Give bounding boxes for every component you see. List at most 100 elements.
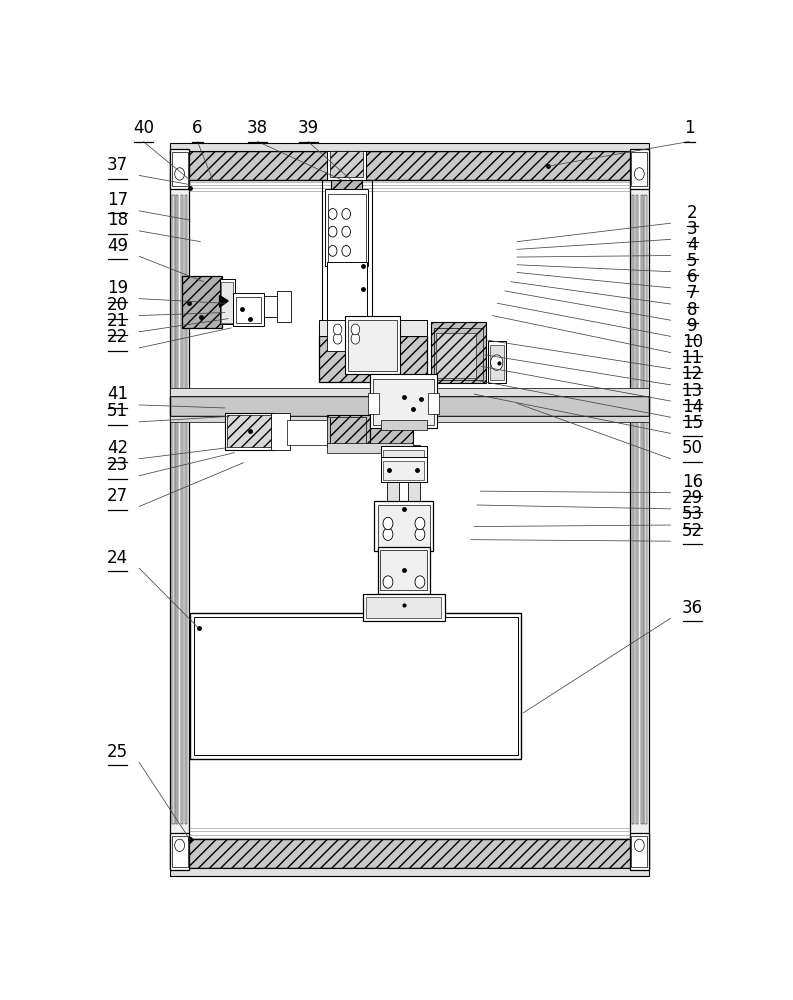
Bar xyxy=(233,299,279,308)
Text: 2: 2 xyxy=(687,204,698,222)
Bar xyxy=(428,393,439,414)
Circle shape xyxy=(415,517,425,530)
Bar xyxy=(170,149,190,189)
Bar xyxy=(330,151,363,177)
Text: 1: 1 xyxy=(684,119,695,137)
Bar xyxy=(170,388,649,396)
Circle shape xyxy=(634,839,644,852)
Bar xyxy=(630,180,649,839)
Text: 52: 52 xyxy=(682,522,703,540)
Bar xyxy=(319,320,427,336)
Bar xyxy=(408,445,420,505)
Bar xyxy=(636,195,638,824)
Text: 36: 36 xyxy=(682,599,703,617)
Text: 4: 4 xyxy=(687,236,697,254)
Bar xyxy=(381,420,427,430)
Bar xyxy=(370,374,437,428)
Bar xyxy=(227,415,273,447)
Bar xyxy=(348,320,397,371)
Text: 7: 7 xyxy=(687,284,697,302)
Bar xyxy=(319,336,427,382)
Text: 17: 17 xyxy=(107,191,128,209)
Bar xyxy=(488,341,506,383)
Text: 6: 6 xyxy=(687,268,697,286)
Bar xyxy=(185,195,187,824)
Bar xyxy=(641,195,643,824)
Bar xyxy=(327,320,367,351)
Bar xyxy=(193,617,519,755)
Polygon shape xyxy=(220,296,228,307)
Circle shape xyxy=(415,528,425,540)
Circle shape xyxy=(333,324,342,335)
Text: 5: 5 xyxy=(687,252,697,270)
Bar xyxy=(434,328,483,380)
Circle shape xyxy=(383,528,393,540)
Circle shape xyxy=(491,355,503,370)
Text: 16: 16 xyxy=(682,473,703,491)
Bar xyxy=(171,152,188,186)
Bar xyxy=(182,276,222,328)
Circle shape xyxy=(342,226,351,237)
Bar xyxy=(383,461,424,480)
Bar xyxy=(370,415,412,447)
Bar xyxy=(236,297,262,323)
Text: 20: 20 xyxy=(107,296,128,314)
Bar xyxy=(345,316,400,374)
Text: 9: 9 xyxy=(687,317,697,335)
Circle shape xyxy=(333,333,342,344)
Bar xyxy=(327,415,370,447)
Text: 23: 23 xyxy=(107,456,128,474)
Bar xyxy=(233,308,279,317)
Bar xyxy=(170,143,649,151)
Bar xyxy=(328,194,366,263)
Circle shape xyxy=(634,168,644,180)
Text: 6: 6 xyxy=(192,119,203,137)
Circle shape xyxy=(174,839,185,852)
Bar xyxy=(172,195,174,824)
Text: 11: 11 xyxy=(681,349,703,367)
Circle shape xyxy=(328,246,337,256)
Bar xyxy=(170,151,649,180)
Bar xyxy=(327,262,367,351)
Circle shape xyxy=(342,209,351,219)
Text: 14: 14 xyxy=(682,398,703,416)
Bar xyxy=(374,501,433,551)
Text: 38: 38 xyxy=(247,119,268,137)
Bar xyxy=(632,195,634,824)
Text: 8: 8 xyxy=(687,301,697,319)
Text: 19: 19 xyxy=(107,279,128,297)
Circle shape xyxy=(351,324,360,335)
Bar xyxy=(233,293,264,326)
Circle shape xyxy=(328,226,337,237)
Bar xyxy=(490,345,504,380)
Bar xyxy=(327,417,330,446)
Bar xyxy=(170,396,649,416)
Text: 40: 40 xyxy=(133,119,154,137)
Bar xyxy=(271,413,289,450)
Bar xyxy=(330,417,366,445)
Bar xyxy=(436,333,476,378)
Bar xyxy=(377,505,430,547)
Bar xyxy=(278,291,291,322)
Text: 51: 51 xyxy=(107,402,128,420)
Bar xyxy=(327,151,366,180)
Bar xyxy=(327,443,412,453)
Text: 22: 22 xyxy=(107,328,128,346)
Bar xyxy=(377,547,430,594)
Bar xyxy=(366,597,442,618)
Bar xyxy=(170,416,649,422)
Bar xyxy=(631,152,647,186)
Text: 37: 37 xyxy=(107,156,128,174)
Bar xyxy=(630,149,649,189)
Bar xyxy=(644,195,647,824)
Text: 18: 18 xyxy=(107,211,128,229)
Bar xyxy=(331,180,362,328)
Text: 25: 25 xyxy=(107,743,128,761)
Text: 21: 21 xyxy=(107,312,128,330)
Bar xyxy=(170,839,649,868)
Text: 41: 41 xyxy=(107,385,128,403)
Circle shape xyxy=(342,246,351,256)
Bar xyxy=(373,379,434,425)
Circle shape xyxy=(351,333,360,344)
Circle shape xyxy=(328,209,337,219)
